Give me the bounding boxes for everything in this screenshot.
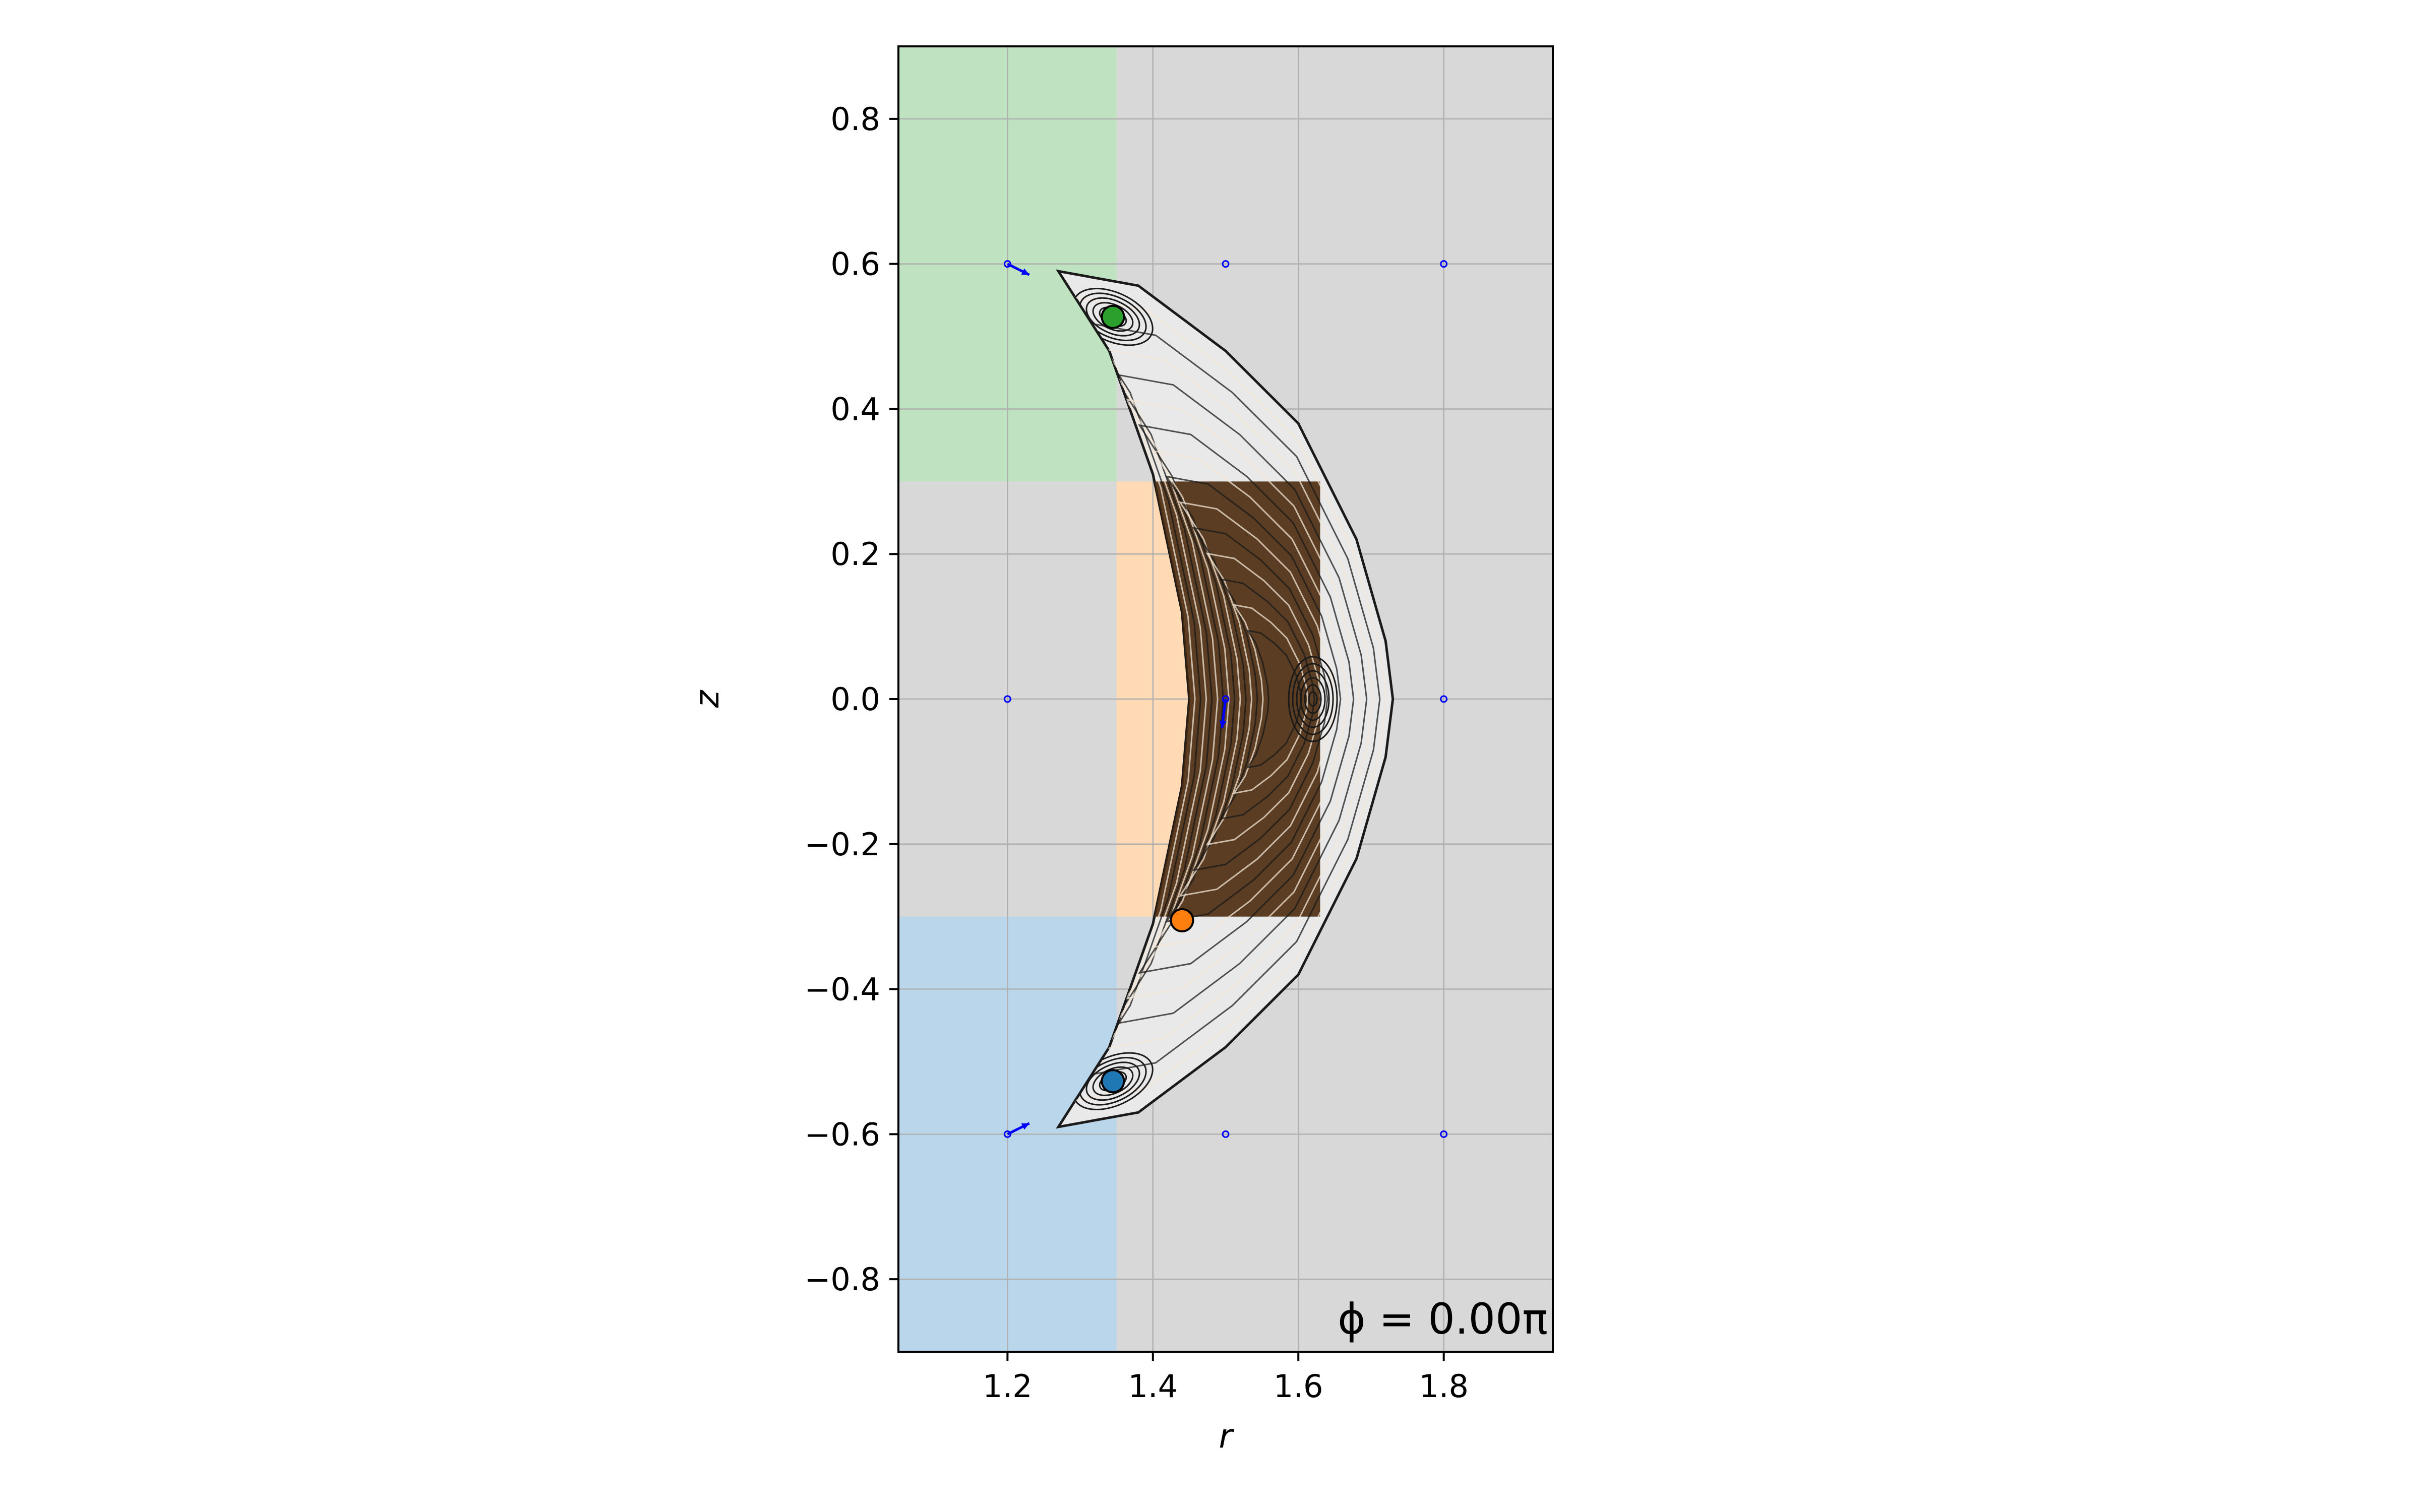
x-tick-label: 1.6 bbox=[1274, 1368, 1323, 1405]
flux-surface bbox=[1151, 450, 1348, 949]
y-tick-label: 0.0 bbox=[830, 681, 880, 718]
coil-point bbox=[1440, 260, 1448, 268]
x-axis-label: r bbox=[1219, 1417, 1234, 1456]
phi-annotation: ϕ = 0.00π bbox=[1338, 1294, 1548, 1344]
y-tick-label: −0.2 bbox=[804, 826, 880, 863]
island-contour bbox=[1085, 297, 1140, 337]
flux-surface bbox=[1138, 424, 1355, 974]
x-tick-label: 1.8 bbox=[1419, 1368, 1469, 1405]
magnetic-axes bbox=[1101, 304, 1194, 1094]
flux-surface bbox=[1246, 629, 1302, 769]
ticks: 1.2 1.4 1.6 1.8 −0.8 −0.6 −0.4 −0.2 0.0 0.2 0.4 0.6… bbox=[804, 101, 1469, 1405]
plot-area bbox=[898, 46, 1553, 1352]
coil-point bbox=[1222, 260, 1230, 268]
y-tick-label: 0.6 bbox=[830, 246, 880, 283]
flux-surface bbox=[1070, 295, 1387, 1103]
island-contour bbox=[1092, 1066, 1134, 1096]
flux-surface bbox=[1192, 527, 1328, 871]
magnetic-axis-0 bbox=[1101, 304, 1125, 329]
coil-point bbox=[1440, 1130, 1448, 1138]
y-tick-label: 0.8 bbox=[830, 101, 880, 138]
island-contour bbox=[1288, 656, 1338, 742]
y-tick-label: 0.2 bbox=[830, 536, 880, 573]
coil-point bbox=[1003, 1130, 1011, 1138]
field-arrow-head bbox=[1021, 268, 1030, 275]
magnetic-axis-1 bbox=[1170, 908, 1194, 932]
island-contour bbox=[1296, 670, 1330, 728]
x-tick-label: 1.4 bbox=[1128, 1368, 1178, 1405]
flux-surface bbox=[1219, 578, 1315, 820]
y-tick-label: −0.4 bbox=[804, 971, 880, 1008]
field-arrow-head bbox=[1021, 1123, 1030, 1130]
y-axis-label: z bbox=[688, 689, 727, 708]
field-arrow-head bbox=[1219, 720, 1227, 728]
island-contour bbox=[1308, 691, 1318, 707]
island-contour bbox=[1300, 677, 1326, 721]
island-contour bbox=[1085, 1061, 1140, 1101]
y-tick-label: −0.8 bbox=[804, 1261, 880, 1298]
island-contour bbox=[1292, 663, 1334, 735]
island-contour bbox=[1079, 292, 1147, 341]
magnetic-axis-2 bbox=[1101, 1069, 1125, 1094]
x-tick-label: 1.2 bbox=[983, 1368, 1033, 1405]
flux-surface bbox=[1111, 372, 1368, 1026]
coil-points bbox=[1003, 260, 1448, 1138]
y-tick-label: −0.6 bbox=[804, 1116, 880, 1153]
coil-point bbox=[1003, 695, 1011, 703]
flux-surface bbox=[1178, 501, 1335, 897]
flux-surface bbox=[1205, 552, 1322, 846]
island-contour bbox=[1092, 302, 1134, 332]
flux-surface bbox=[1124, 398, 1361, 1000]
island-contour bbox=[1079, 1057, 1147, 1106]
flux-surface bbox=[1232, 604, 1309, 794]
flux-surface bbox=[1097, 347, 1374, 1051]
flux-surface bbox=[1083, 321, 1381, 1077]
coil-point bbox=[1003, 260, 1011, 268]
island-contour bbox=[1304, 684, 1322, 714]
y-tick-label: 0.4 bbox=[830, 391, 880, 427]
flux-surface bbox=[1165, 475, 1342, 923]
coil-point bbox=[1222, 1130, 1230, 1138]
coil-point bbox=[1440, 695, 1448, 703]
